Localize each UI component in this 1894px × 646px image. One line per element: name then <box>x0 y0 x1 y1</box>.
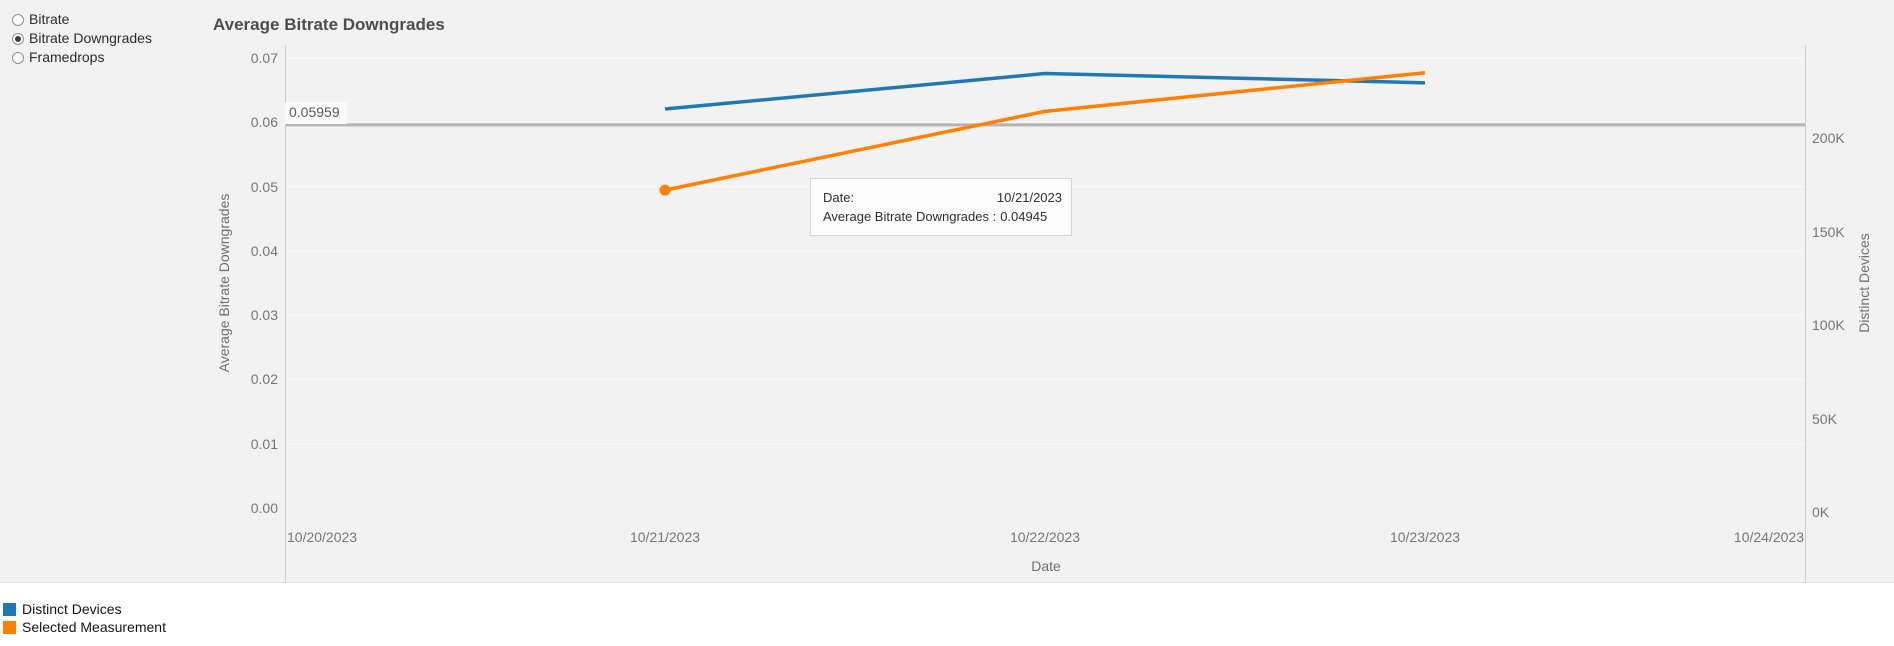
right-y-axis-tick-label: 100K <box>1812 317 1845 333</box>
x-axis-tick-label: 10/23/2023 <box>1389 529 1461 545</box>
left-y-axis-tick-label: 0.07 <box>250 50 278 66</box>
tooltip-date-row: Date: 10/21/2023 <box>823 188 1062 207</box>
left-y-axis-tick-label: 0.05 <box>250 178 278 195</box>
radio-button-icon[interactable] <box>12 32 24 45</box>
legend-label: Selected Measurement <box>22 619 166 635</box>
left-y-axis-tick-label: 0.03 <box>250 307 278 324</box>
x-axis-tick-label: 10/24/2023 <box>1733 529 1804 545</box>
legend-item-distinct-devices[interactable]: Distinct Devices <box>3 600 166 618</box>
tooltip-measure-label: Average Bitrate Downgrades : <box>823 209 997 224</box>
series-line-selected-measurement[interactable] <box>664 71 1426 192</box>
legend-label: Distinct Devices <box>22 601 122 617</box>
right-y-axis-tick-label: 50K <box>1812 410 1837 427</box>
radio-label: Bitrate Downgrades <box>29 30 152 46</box>
radio-label: Bitrate <box>29 11 70 27</box>
left-y-axis-tick-label: 0.04 <box>250 242 278 259</box>
legend-item-selected-measurement[interactable]: Selected Measurement <box>3 618 166 636</box>
tooltip-measure-row: Average Bitrate Downgrades : 0.04945 <box>823 207 1062 226</box>
left-y-axis-tick-label: 0.01 <box>250 435 278 452</box>
x-axis-tick-label: 10/22/2023 <box>1009 529 1081 545</box>
radio-bitrate-downgrades[interactable]: Bitrate Downgrades <box>12 29 152 48</box>
series-line-distinct-devices[interactable] <box>664 71 1426 111</box>
radio-button-icon[interactable] <box>12 51 24 64</box>
chart-legend: Distinct Devices Selected Measurement <box>3 600 166 636</box>
tooltip-date-value: 10/21/2023 <box>996 190 1062 205</box>
right-y-axis-tick-label: 150K <box>1812 223 1845 240</box>
tooltip-date-label: Date: <box>823 190 855 205</box>
chart-title: Average Bitrate Downgrades <box>213 15 445 34</box>
right-y-axis-title: Distinct Devices <box>1856 233 1872 333</box>
radio-bitrate[interactable]: Bitrate <box>12 10 152 29</box>
x-axis-tick-label: 10/21/2023 <box>629 529 701 545</box>
reference-line-label: 0.05959 <box>285 102 347 124</box>
left-y-axis-tick-label: 0.06 <box>250 114 278 131</box>
right-y-axis-tick-label: 0K <box>1812 504 1830 520</box>
left-y-axis-tick-label: 0.00 <box>250 500 278 516</box>
measurement-radio-group: Bitrate Bitrate Downgrades Framedrops <box>12 10 152 67</box>
x-axis-tick-label: 10/20/2023 <box>287 529 358 545</box>
left-y-axis-tick-label: 0.02 <box>250 371 278 388</box>
tooltip-measure-value: 0.04945 <box>1000 209 1048 224</box>
hovered-point-marker[interactable] <box>659 184 671 196</box>
chart-panel: Bitrate Bitrate Downgrades Framedrops Av… <box>0 0 1894 583</box>
x-axis-title: Date <box>1031 558 1061 574</box>
chart-plot-area[interactable] <box>0 0 1894 583</box>
radio-label: Framedrops <box>29 49 105 65</box>
right-y-axis-tick-label: 200K <box>1812 130 1845 146</box>
radio-framedrops[interactable]: Framedrops <box>12 48 152 67</box>
left-y-axis-title: Average Bitrate Downgrades <box>216 193 232 373</box>
chart-tooltip: Date: 10/21/2023 Average Bitrate Downgra… <box>810 178 1072 236</box>
legend-swatch-icon <box>3 602 16 616</box>
legend-swatch-icon <box>3 620 16 634</box>
radio-button-icon[interactable] <box>12 13 24 26</box>
